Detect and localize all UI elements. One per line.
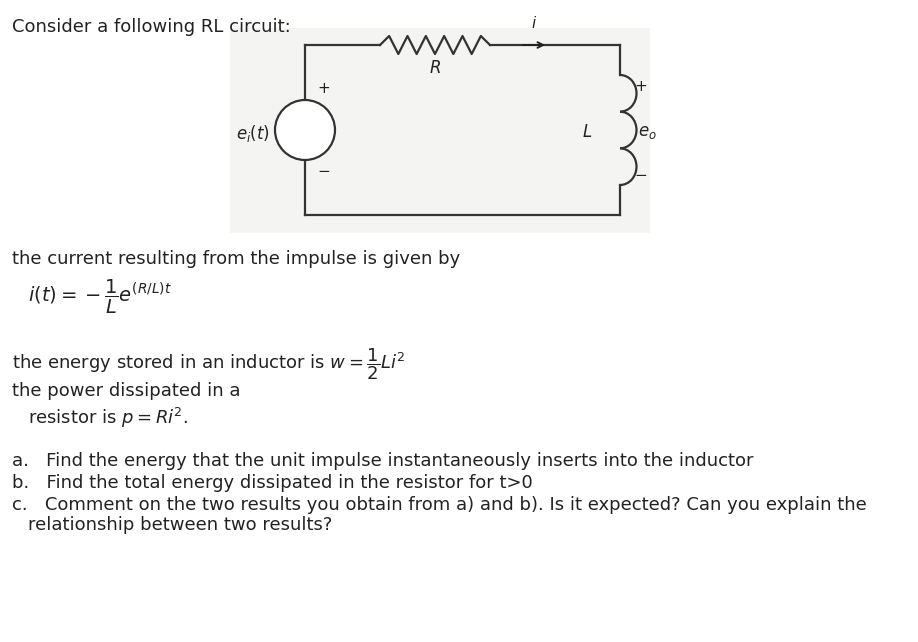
Text: the power dissipated in a: the power dissipated in a xyxy=(12,382,241,400)
Text: L: L xyxy=(583,123,592,141)
Text: the current resulting from the impulse is given by: the current resulting from the impulse i… xyxy=(12,250,460,268)
Text: relationship between two results?: relationship between two results? xyxy=(28,516,332,534)
Text: b.   Find the total energy dissipated in the resistor for t>0: b. Find the total energy dissipated in t… xyxy=(12,474,532,492)
Text: $e_o$: $e_o$ xyxy=(638,123,656,141)
Text: R: R xyxy=(430,59,441,77)
Circle shape xyxy=(275,100,335,160)
Text: resistor is $p = Ri^2$.: resistor is $p = Ri^2$. xyxy=(28,406,188,430)
Text: $i(t) = -\dfrac{1}{L}e^{(R/L)t}$: $i(t) = -\dfrac{1}{L}e^{(R/L)t}$ xyxy=(28,278,172,316)
Text: +: + xyxy=(634,79,647,94)
Text: i: i xyxy=(532,16,536,31)
Text: −: − xyxy=(317,164,330,179)
FancyBboxPatch shape xyxy=(230,28,650,233)
Text: +: + xyxy=(317,81,330,96)
Text: Consider a following RL circuit:: Consider a following RL circuit: xyxy=(12,18,291,36)
Text: $e_i(t)$: $e_i(t)$ xyxy=(236,123,270,144)
Text: −: − xyxy=(634,168,647,183)
Text: c.   Comment on the two results you obtain from a) and b). Is it expected? Can y: c. Comment on the two results you obtain… xyxy=(12,496,867,514)
Text: the energy stored in an inductor is $w = \dfrac{1}{2}Li^2$: the energy stored in an inductor is $w =… xyxy=(12,346,406,381)
Text: a.   Find the energy that the unit impulse instantaneously inserts into the indu: a. Find the energy that the unit impulse… xyxy=(12,452,754,470)
